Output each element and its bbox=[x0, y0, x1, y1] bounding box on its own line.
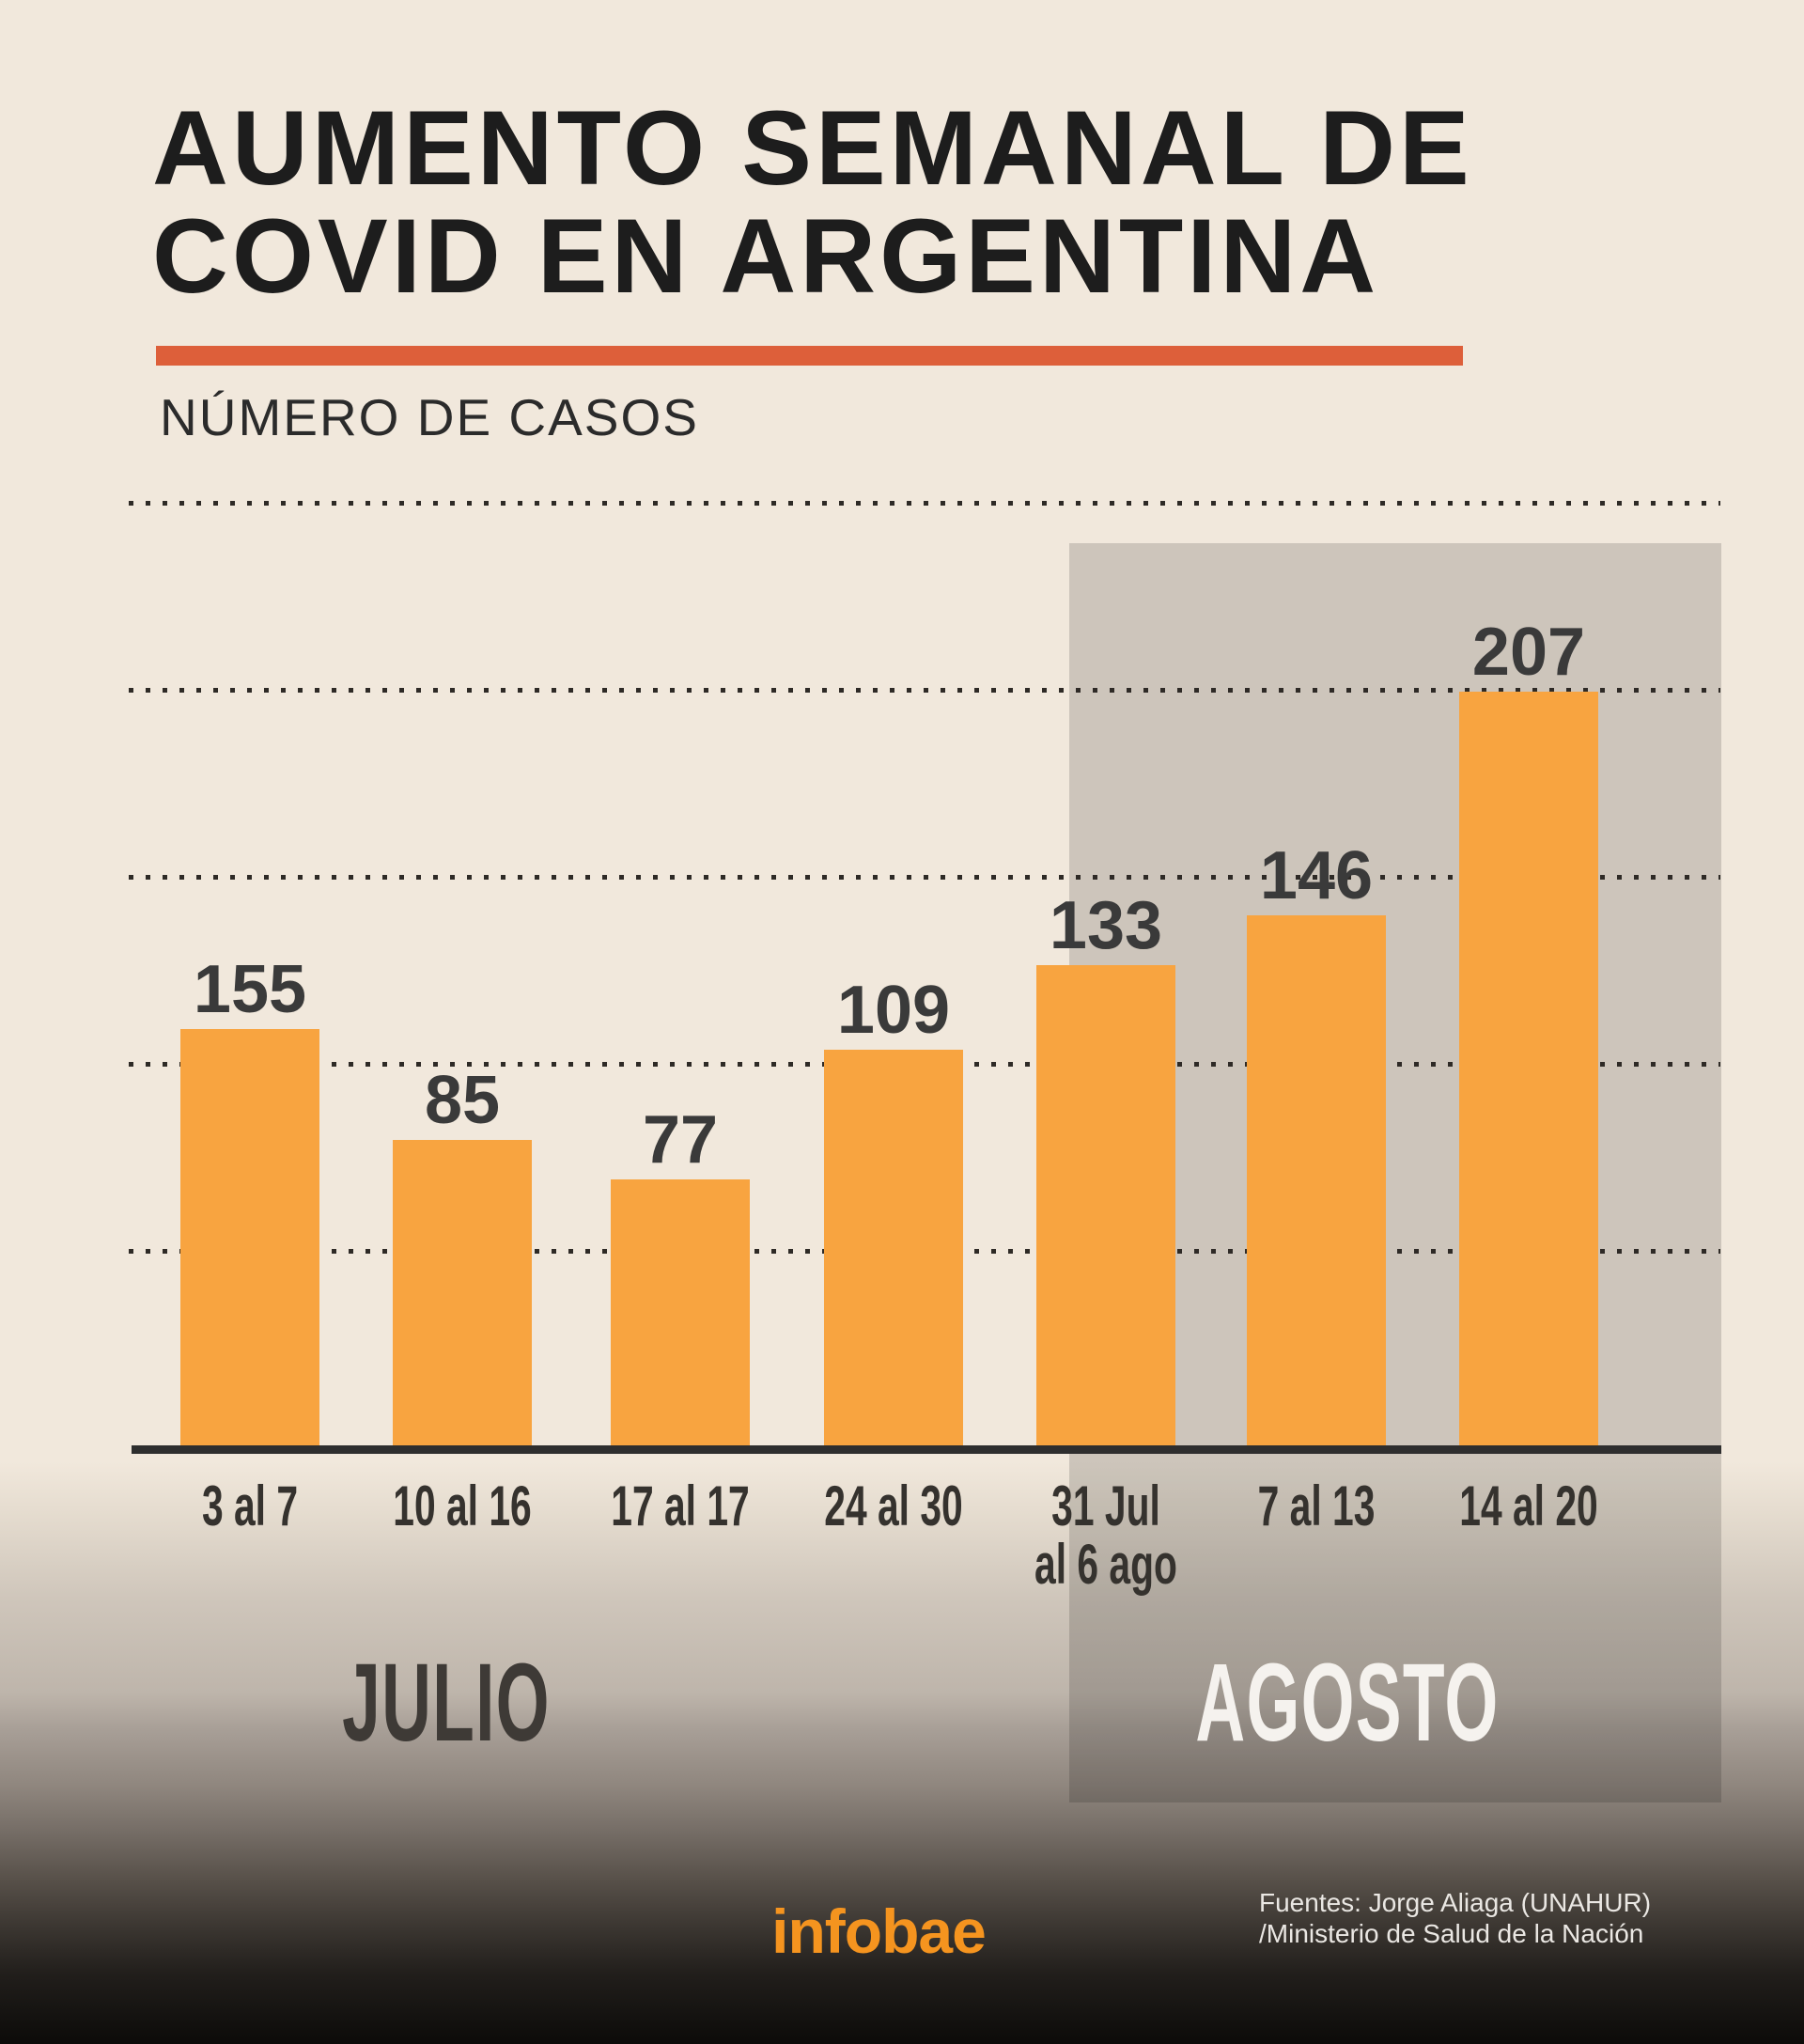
sources-line1: Fuentes: Jorge Aliaga (UNAHUR) bbox=[1259, 1888, 1652, 1917]
x-tick-label: 24 al 30 bbox=[824, 1474, 963, 1537]
bar bbox=[1247, 915, 1386, 1449]
x-tick-label: 7 al 13 bbox=[1257, 1474, 1376, 1537]
bar-value-label: 109 bbox=[836, 973, 951, 1048]
gridline-3 bbox=[129, 875, 1720, 880]
bar bbox=[180, 1029, 319, 1449]
infobae-logo: infobae bbox=[771, 1896, 987, 1966]
sources-line2: /Ministerio de Salud de la Nación bbox=[1259, 1919, 1644, 1948]
gridline-1 bbox=[129, 501, 1720, 506]
bar-value-label: 146 bbox=[1259, 838, 1374, 913]
bar-value-label: 155 bbox=[193, 952, 307, 1027]
bar bbox=[611, 1179, 750, 1449]
page-title-line1: AUMENTO SEMANAL DE bbox=[152, 89, 1473, 207]
month-label-agosto: AGOSTO bbox=[1195, 1641, 1500, 1765]
bar bbox=[1459, 692, 1598, 1449]
x-tick-label: 3 al 7 bbox=[201, 1474, 299, 1537]
x-tick-label: al 6 ago bbox=[1034, 1533, 1177, 1596]
page-title: AUMENTO SEMANAL DE COVID EN ARGENTINA bbox=[152, 94, 1473, 310]
bar-value-label: 207 bbox=[1471, 615, 1586, 690]
bar-value-label: 85 bbox=[424, 1063, 501, 1138]
x-tick-label: 17 al 17 bbox=[611, 1474, 750, 1537]
gridline-2 bbox=[129, 688, 1720, 693]
bar bbox=[393, 1140, 532, 1449]
bar-value-label: 77 bbox=[642, 1102, 719, 1178]
title-underline-accent bbox=[156, 346, 1463, 366]
month-label-julio: JULIO bbox=[342, 1641, 551, 1765]
chart-subtitle: NÚMERO DE CASOS bbox=[160, 388, 699, 446]
x-tick-label: 31 Jul bbox=[1051, 1474, 1160, 1537]
agosto-highlight-band bbox=[1069, 543, 1721, 1802]
x-tick-label: 10 al 16 bbox=[393, 1474, 532, 1537]
bar bbox=[1036, 965, 1175, 1449]
x-tick-label: 14 al 20 bbox=[1459, 1474, 1598, 1537]
bar bbox=[824, 1050, 963, 1449]
bar-value-label: 133 bbox=[1049, 888, 1163, 963]
x-axis-line bbox=[132, 1445, 1721, 1454]
page-title-line2: COVID EN ARGENTINA bbox=[152, 197, 1380, 315]
